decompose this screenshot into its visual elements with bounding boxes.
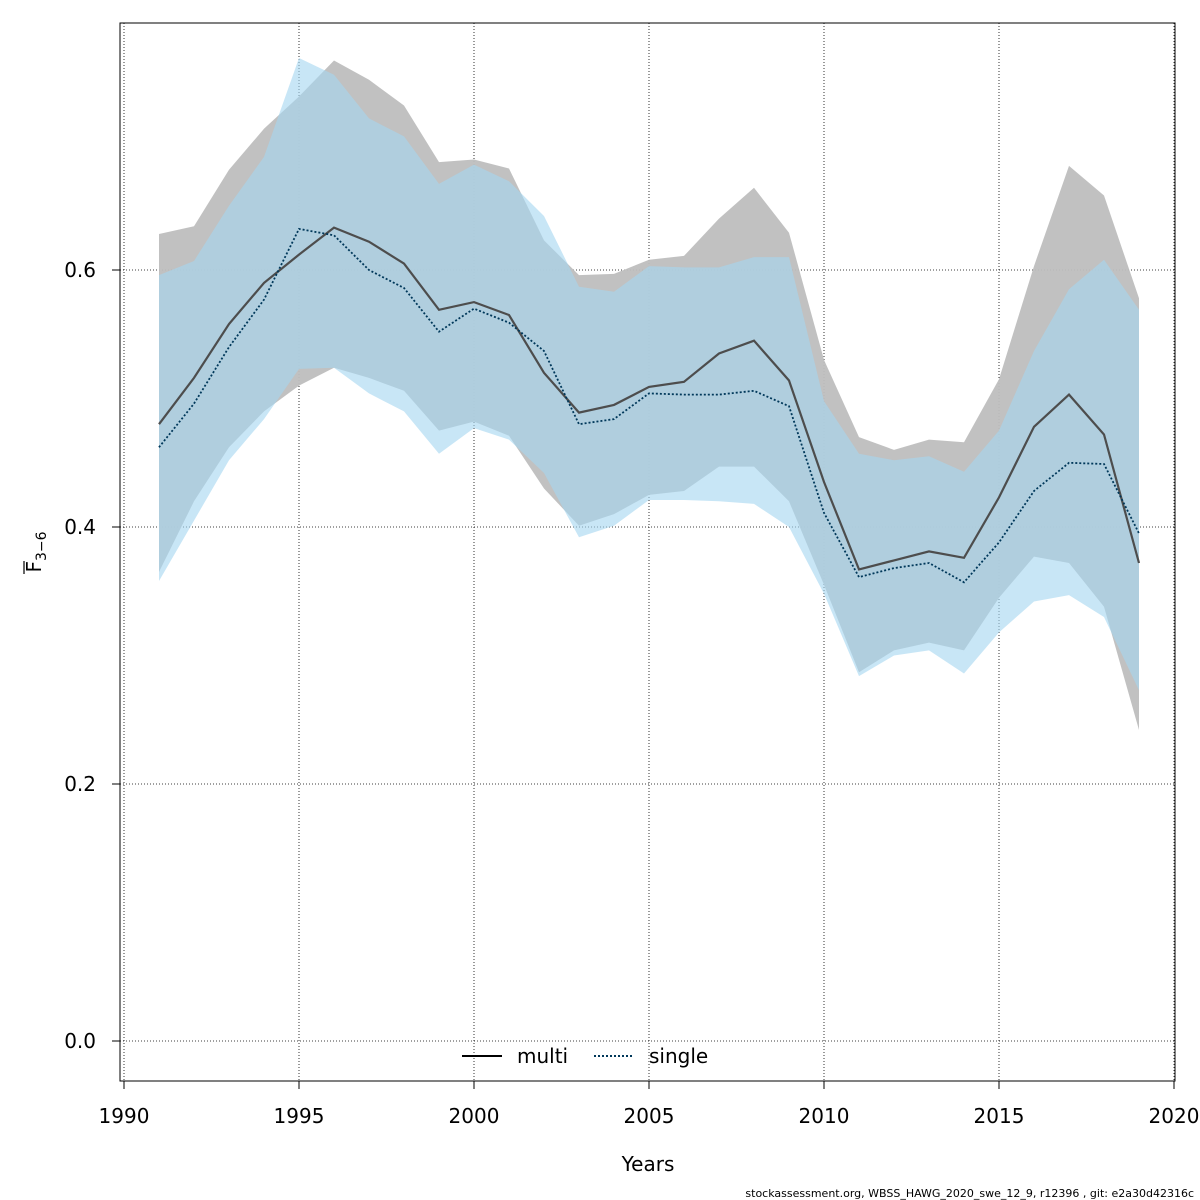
svg-text:F3−6: F3−6 [22, 531, 50, 572]
y-tick-label-0.2: 0.2 [64, 772, 96, 796]
legend: multi single [462, 1044, 708, 1068]
y-axis-title-main: F [22, 561, 46, 573]
y-tick-label-0.6: 0.6 [64, 258, 96, 282]
x-tick-label-1995: 1995 [274, 1104, 325, 1128]
y-axis: 0.0 0.2 0.4 0.6 [64, 258, 120, 1053]
y-axis-title: F3−6 [22, 531, 50, 574]
legend-label-multi: multi [517, 1044, 568, 1068]
plot-frame [119, 22, 1176, 1082]
x-axis-title: Years [621, 1152, 675, 1176]
footer-text: stockassessment.org, WBSS_HAWG_2020_swe_… [745, 1187, 1194, 1200]
line-single [158, 227, 1140, 584]
series-lines [158, 226, 1141, 584]
x-tick-label-2020: 2020 [1149, 1104, 1200, 1128]
x-tick-label-1990: 1990 [99, 1104, 150, 1128]
y-tick-label-0.0: 0.0 [64, 1029, 96, 1053]
line-multi [158, 226, 1141, 571]
x-tick-label-2015: 2015 [974, 1104, 1025, 1128]
legend-label-single: single [649, 1044, 708, 1068]
x-axis: 1990 1995 2000 2005 2010 2015 2020 [99, 1081, 1200, 1128]
confidence-bands [159, 58, 1139, 730]
y-tick-label-0.4: 0.4 [64, 515, 96, 539]
x-tick-label-2005: 2005 [624, 1104, 675, 1128]
x-tick-label-2000: 2000 [449, 1104, 500, 1128]
y-axis-title-sub: 3−6 [34, 531, 50, 561]
x-tick-label-2010: 2010 [799, 1104, 850, 1128]
band-single [159, 58, 1139, 691]
